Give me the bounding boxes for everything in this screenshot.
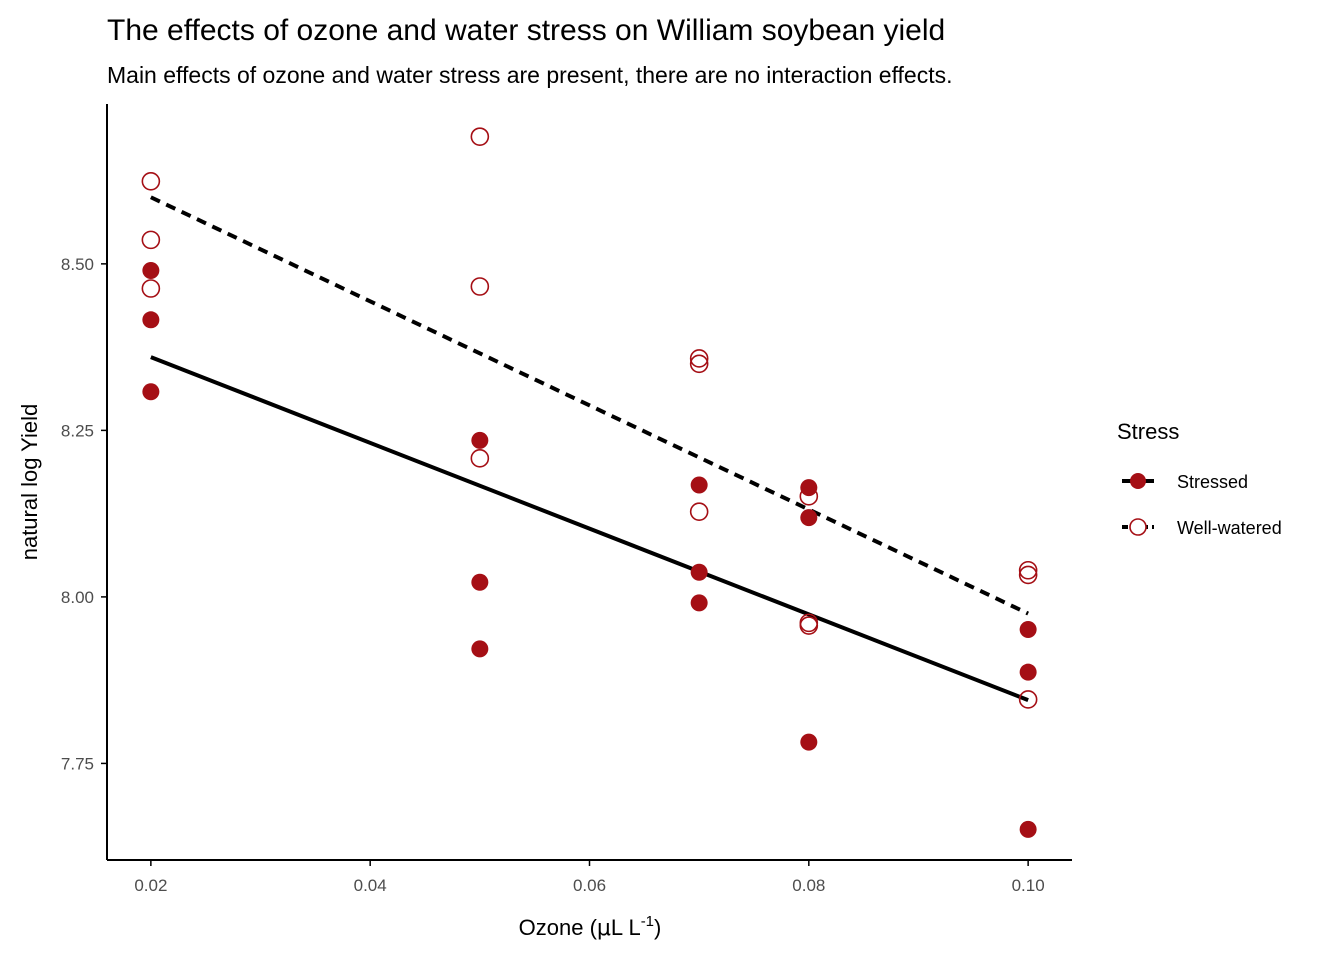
point-well-watered <box>689 354 709 374</box>
point-well-watered <box>1018 560 1038 580</box>
chart-title: The effects of ozone and water stress on… <box>107 14 945 47</box>
x-axis-title: Ozone (μL L-1) <box>519 913 662 941</box>
x-tick-label: 0.10 <box>1012 876 1045 895</box>
point-well-watered <box>689 349 709 368</box>
point-stressed <box>142 311 160 329</box>
point-well-watered <box>141 279 161 298</box>
legend-label-stressed: Stressed <box>1177 472 1248 492</box>
y-tick-label: 8.25 <box>61 421 94 440</box>
point-well-watered <box>141 230 161 250</box>
point-stressed <box>142 262 160 280</box>
chart-subtitle: Main effects of ozone and water stress a… <box>107 62 953 88</box>
x-tick-label: 0.08 <box>792 876 825 895</box>
y-axis-ticks: 7.75 8.00 8.25 8.50 <box>61 255 107 773</box>
x-tick-label: 0.02 <box>134 876 167 895</box>
legend-label-well-watered: Well-watered <box>1177 518 1282 538</box>
x-axis-title-superscript: -1 <box>641 913 654 930</box>
point-stressed <box>1019 820 1037 838</box>
point-stressed <box>471 573 489 591</box>
point-stressed <box>142 383 160 401</box>
fit-line-well-watered <box>150 195 1029 616</box>
point-stressed <box>690 563 708 581</box>
x-tick-label: 0.06 <box>573 876 606 895</box>
point-stressed <box>471 640 489 658</box>
x-axis-title-prefix: Ozone ( <box>519 915 598 940</box>
point-well-watered <box>470 449 490 468</box>
point-well-watered <box>141 171 161 191</box>
x-tick-label: 0.04 <box>354 876 387 895</box>
point-stressed <box>800 509 818 527</box>
legend-marker-stressed <box>1130 473 1146 489</box>
legend-title: Stress <box>1117 419 1179 444</box>
fit-line-stressed <box>150 355 1029 703</box>
x-axis-title-unit: L L <box>611 915 641 940</box>
point-well-watered <box>689 502 709 521</box>
point-well-watered <box>1018 565 1038 585</box>
point-well-watered <box>799 616 819 635</box>
point-well-watered <box>470 127 490 146</box>
x-axis-title-mu: μ <box>597 916 611 941</box>
point-well-watered <box>470 277 490 296</box>
legend-item-stressed: Stressed <box>1122 472 1248 492</box>
point-stressed <box>690 594 708 612</box>
legend-marker-well-watered <box>1129 518 1147 536</box>
x-axis-title-suffix: ) <box>654 915 661 940</box>
y-tick-label: 8.00 <box>61 588 94 607</box>
legend-item-well-watered: Well-watered <box>1122 518 1282 538</box>
point-well-watered <box>1018 690 1038 709</box>
point-stressed <box>471 431 489 449</box>
point-stressed <box>690 476 708 494</box>
y-axis-title: natural log Yield <box>17 404 42 561</box>
plot-area <box>141 127 1038 838</box>
point-stressed <box>1019 621 1037 639</box>
point-stressed <box>1019 663 1037 681</box>
y-tick-label: 8.50 <box>61 255 94 274</box>
point-stressed <box>800 733 818 751</box>
point-well-watered <box>799 487 819 506</box>
x-axis-ticks: 0.02 0.04 0.06 0.08 0.10 <box>134 860 1045 895</box>
legend: Stress Stressed Well-watered <box>1117 419 1282 538</box>
y-tick-label: 7.75 <box>61 754 94 773</box>
